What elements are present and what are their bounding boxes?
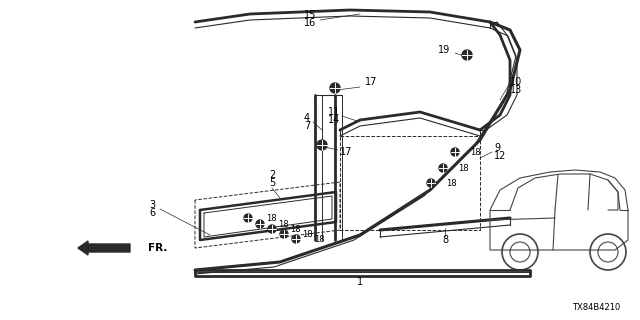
Text: 18: 18 (314, 235, 324, 244)
Text: 18: 18 (458, 164, 468, 172)
Text: 9: 9 (494, 143, 500, 153)
Text: 18: 18 (278, 220, 289, 228)
Text: 19: 19 (438, 45, 450, 55)
Circle shape (439, 164, 447, 172)
Circle shape (330, 83, 340, 93)
Text: 16: 16 (304, 18, 316, 28)
Text: 6: 6 (149, 208, 155, 218)
Text: 14: 14 (328, 115, 340, 125)
Circle shape (427, 179, 435, 187)
Text: 18: 18 (470, 148, 481, 156)
Circle shape (292, 235, 300, 243)
Text: FR.: FR. (148, 243, 168, 253)
Text: 12: 12 (494, 151, 506, 161)
Text: 15: 15 (304, 10, 316, 20)
Text: 8: 8 (442, 235, 448, 245)
Text: 17: 17 (340, 147, 353, 157)
Text: 4: 4 (304, 113, 310, 123)
Text: 10: 10 (510, 77, 522, 87)
FancyArrow shape (78, 241, 130, 255)
Circle shape (451, 148, 459, 156)
Text: 7: 7 (304, 121, 310, 131)
Text: 3: 3 (149, 200, 155, 210)
Text: 18: 18 (302, 229, 312, 238)
Text: 18: 18 (266, 213, 276, 222)
Text: 11: 11 (328, 107, 340, 117)
Text: 18: 18 (290, 225, 301, 234)
Text: 13: 13 (510, 85, 522, 95)
Circle shape (256, 220, 264, 228)
Text: 17: 17 (365, 77, 378, 87)
Text: 18: 18 (446, 179, 456, 188)
Text: 5: 5 (269, 178, 275, 188)
Circle shape (268, 225, 276, 233)
Text: 1: 1 (357, 277, 363, 287)
Circle shape (462, 50, 472, 60)
Text: 2: 2 (269, 170, 275, 180)
Circle shape (244, 214, 252, 222)
Circle shape (280, 230, 288, 238)
Circle shape (317, 140, 327, 150)
Text: TX84B4210: TX84B4210 (572, 303, 620, 312)
